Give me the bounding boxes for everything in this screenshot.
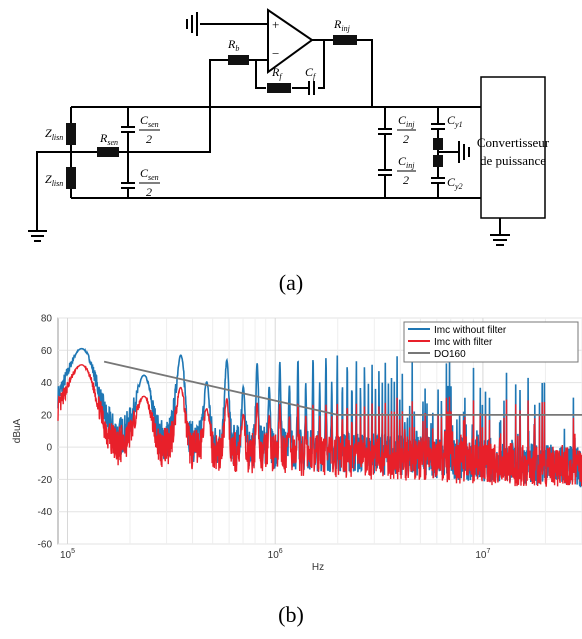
ground-icon	[490, 234, 510, 246]
y-tick-label: 0	[46, 443, 52, 454]
legend-label-do160: DO160	[434, 349, 466, 360]
z-lisn-bottom-label: Zlisn	[45, 172, 63, 188]
lisn-ground-wire	[36, 151, 71, 230]
r-sen-resistor	[97, 147, 119, 157]
r-f-resistor	[267, 83, 291, 93]
z-lisn-top-resistor	[66, 123, 76, 145]
x-tick-label: 107	[475, 548, 490, 561]
r-b-resistor	[228, 55, 249, 65]
series-imc-with-filter	[57, 364, 582, 487]
figure-b-caption: (b)	[278, 602, 304, 627]
c-inj-top-capacitor	[377, 128, 393, 135]
x-axis-label: Hz	[312, 562, 324, 573]
y-tick-label: -60	[38, 540, 53, 551]
c-y2-label: Cy2	[447, 175, 463, 191]
c-sen-bottom-capacitor	[120, 182, 136, 189]
converter-box	[480, 76, 546, 219]
emission-spectrum-chart: 80 60 40 20 0 -20 -40 -60 105 106 107 Hz dBuA Imc…	[12, 314, 582, 573]
x-tick-labels: 105 106 107	[60, 548, 491, 561]
y-tick-label: -40	[38, 507, 53, 518]
x-tick-label: 105	[60, 548, 75, 561]
z-lisn-top-label: Zlisn	[45, 126, 63, 142]
z-lisn-bottom-resistor	[66, 167, 76, 189]
c-y2-capacitor	[430, 177, 446, 184]
c-inj-bottom-capacitor	[377, 169, 393, 176]
y-tick-label: 40	[41, 378, 53, 389]
c-sen-top-label: Csen 2	[139, 113, 160, 146]
sense-wire	[71, 59, 228, 153]
y-tick-label: 60	[41, 346, 53, 357]
circuit-schematic: + − Convertisseur de puissance Zlisn Zli…	[28, 8, 550, 246]
c-sen-top-capacitor	[120, 126, 136, 133]
series-do160	[103, 360, 582, 416]
legend-box	[403, 321, 579, 363]
svg-text:2: 2	[403, 173, 409, 187]
c-y1-label: Cy1	[447, 113, 463, 129]
c-f-label: Cf	[305, 65, 317, 81]
converter-label-line2: de puissance	[480, 153, 546, 168]
svg-text:2: 2	[403, 132, 409, 146]
svg-text:2: 2	[146, 185, 152, 199]
legend-label-with-filter: Imc with filter	[434, 337, 493, 348]
legend-label-without-filter: Imc without filter	[434, 325, 507, 336]
svg-text:Cinj: Cinj	[398, 113, 415, 129]
ground-icon	[186, 12, 198, 36]
r-inj-label: Rinj	[333, 17, 351, 33]
svg-text:Csen: Csen	[140, 166, 159, 182]
legend: Imc without filter Imc with filter DO160	[403, 321, 579, 363]
svg-text:2: 2	[146, 132, 152, 146]
c-inj-top-label: Cinj 2	[397, 113, 416, 146]
figure-a-caption: (a)	[278, 270, 304, 295]
r-f-label: Rf	[271, 65, 283, 81]
y-tick-label: 80	[41, 314, 53, 325]
svg-text:Cinj: Cinj	[398, 154, 415, 170]
op-amp	[267, 8, 314, 74]
c-y1-capacitor	[430, 123, 446, 130]
c-sen-bottom-label: Csen 2	[139, 166, 160, 199]
cy-resistor-top	[433, 138, 443, 150]
ground-icon	[28, 230, 47, 242]
r-inj-resistor	[333, 35, 357, 45]
cy-resistor-bottom	[433, 155, 443, 167]
feedback-left-wire	[255, 60, 266, 89]
y-tick-label: -20	[38, 475, 53, 486]
op-amp-minus-sign: −	[272, 46, 279, 61]
svg-text:Csen: Csen	[140, 113, 159, 129]
ground-icon	[458, 141, 470, 163]
c-inj-bottom-label: Cinj 2	[397, 154, 416, 187]
r-b-label: Rb	[227, 37, 239, 53]
r-sen-label: Rsen	[99, 131, 118, 147]
rinj-wire	[357, 39, 373, 107]
series-layer	[57, 347, 582, 488]
feedback-right-wire	[318, 40, 325, 89]
y-tick-label: 20	[41, 410, 53, 421]
c-f-capacitor	[308, 81, 315, 95]
y-axis-label: dBuA	[12, 418, 23, 443]
converter-label-line1: Convertisseur	[477, 135, 550, 150]
op-amp-plus-sign: +	[272, 17, 279, 32]
y-tick-labels: 80 60 40 20 0 -20 -40 -60	[38, 314, 53, 551]
x-tick-label: 106	[268, 548, 283, 561]
